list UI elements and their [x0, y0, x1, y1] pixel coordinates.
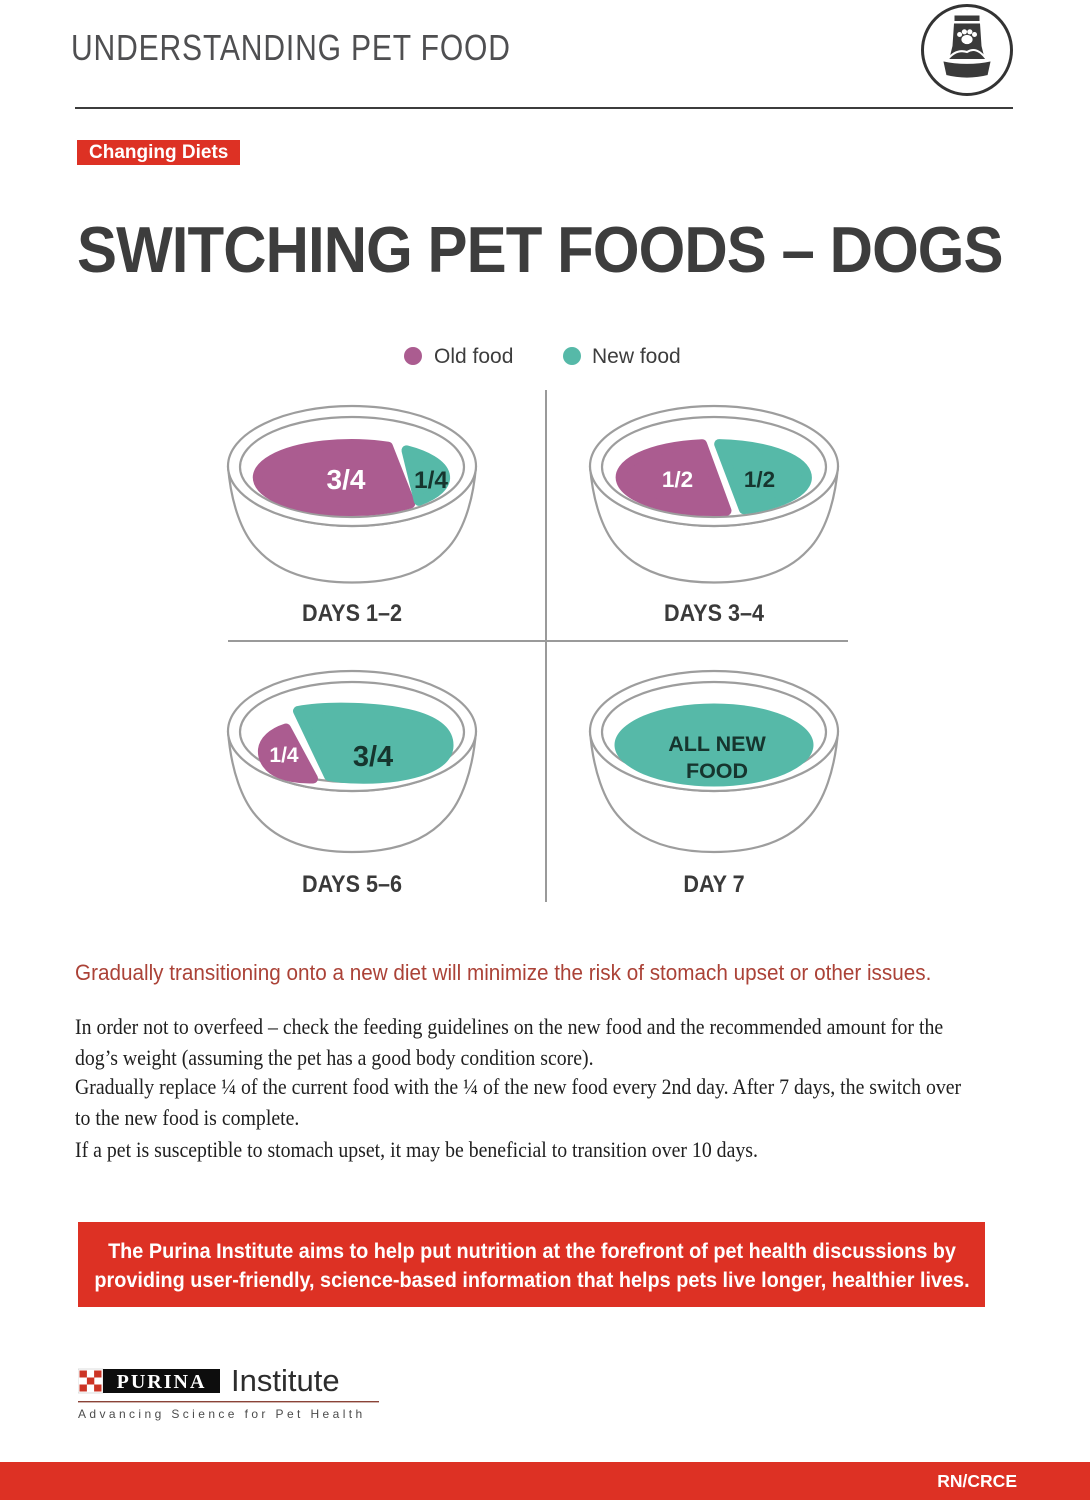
- svg-text:1/2: 1/2: [744, 467, 775, 492]
- svg-text:1/2: 1/2: [662, 467, 693, 492]
- svg-text:ALL NEW: ALL NEW: [668, 732, 766, 756]
- svg-text:1/4: 1/4: [269, 744, 299, 767]
- svg-text:FOOD: FOOD: [686, 759, 748, 783]
- svg-text:3/4: 3/4: [353, 741, 393, 773]
- svg-text:3/4: 3/4: [327, 464, 366, 495]
- svg-text:1/4: 1/4: [414, 467, 448, 494]
- svg-text:Advancing Science for Pet Heal: Advancing Science for Pet Health: [78, 1407, 366, 1421]
- svg-text:PURINA: PURINA: [117, 1371, 207, 1393]
- svg-text:Institute: Institute: [231, 1368, 340, 1398]
